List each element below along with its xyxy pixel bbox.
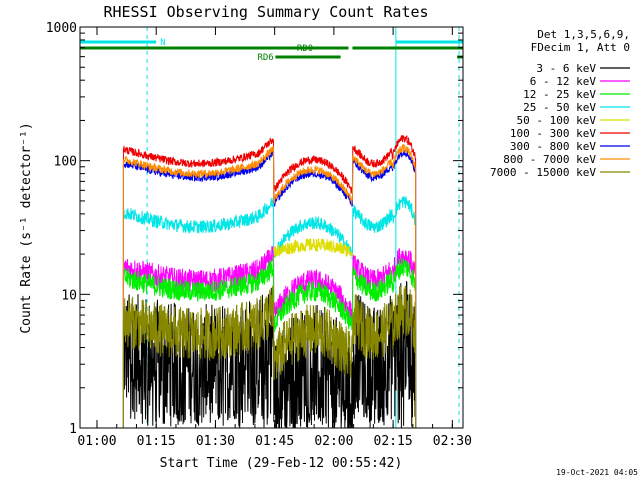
legend-label: 3 - 6 keV: [536, 62, 596, 75]
y-axis-label: Count Rate (s⁻¹ detector⁻¹): [19, 122, 34, 333]
y-tick-label: 100: [54, 155, 77, 170]
legend-header-line: Det 1,3,5,6,9,: [537, 28, 630, 41]
x-axis-label: Start Time (29-Feb-12 00:55:42): [160, 456, 403, 471]
x-tick-label: 01:30: [196, 434, 235, 449]
footer-timestamp: 19-Oct-2021 04:05: [556, 468, 638, 477]
legend-header-line: FDecim 1, Att 0: [531, 41, 630, 54]
y-tick-label: 10: [61, 288, 77, 303]
legend-label: 300 - 800 keV: [510, 140, 596, 153]
series-line-50-100keV: [273, 238, 353, 258]
series-line-25-50keV: [122, 195, 417, 260]
chart-title: RHESSI Observing Summary Count Rates: [103, 3, 428, 21]
x-tick-label: 02:15: [374, 434, 413, 449]
x-tick-label: 02:30: [433, 434, 472, 449]
y-tick-label: 1: [69, 422, 77, 437]
x-tick-label: 01:45: [255, 434, 294, 449]
series-line-3-6keV: [122, 281, 417, 429]
legend-label: 100 - 300 keV: [510, 127, 596, 140]
x-tick-label: 02:00: [314, 434, 353, 449]
series-line-7000-15000keV: [122, 285, 417, 380]
status-bar-label-rd6: RD6: [257, 53, 273, 63]
legend-label: 50 - 100 keV: [517, 114, 597, 127]
legend-label: 6 - 12 keV: [530, 75, 597, 88]
plot-frame: [79, 26, 464, 429]
legend-label: 12 - 25 keV: [523, 88, 596, 101]
legend-label: 7000 - 15000 keV: [490, 166, 596, 179]
axes: 01:00 01:15 01:30 01:45 02:00 02:15 02:30 1 10 10…: [46, 21, 472, 449]
x-tick-label: 01:15: [137, 434, 176, 449]
y-tick-label: 1000: [46, 21, 77, 36]
series-line-100-300keV: [122, 134, 417, 194]
legend-label: 25 - 50 keV: [523, 101, 596, 114]
series-line-300-800keV: [122, 148, 417, 207]
series-layer: [122, 134, 417, 429]
x-tick-label: 01:00: [77, 434, 116, 449]
status-bars: N RD0 RD6: [80, 38, 463, 63]
status-bar-label-n: N: [160, 38, 165, 48]
legend: Det 1,3,5,6,9,FDecim 1, Att 0 3 - 6 keV6 …: [490, 28, 630, 179]
status-bar-label-rd0: RD0: [297, 44, 313, 54]
legend-label: 800 - 7000 keV: [503, 153, 596, 166]
series-line-12-25keV: [122, 256, 417, 332]
series-line-800-7000keV: [122, 143, 417, 205]
